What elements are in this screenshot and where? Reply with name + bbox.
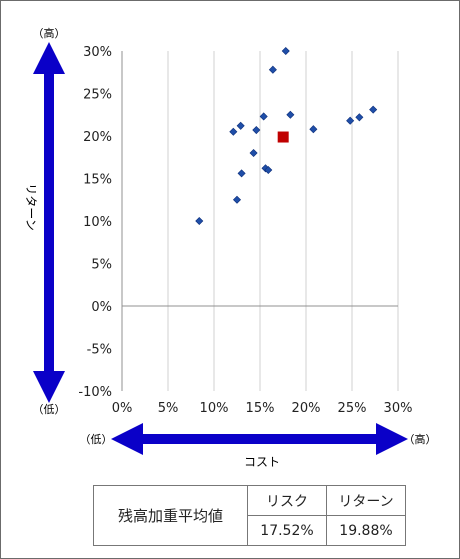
data-point xyxy=(236,121,245,130)
data-point xyxy=(249,148,258,158)
summary-row-label: 残高加重平均値 xyxy=(93,485,248,546)
data-point xyxy=(286,110,295,119)
data-point xyxy=(268,65,277,74)
data-point xyxy=(229,127,238,136)
x-tick-label: 10% xyxy=(200,401,229,416)
x-tick-label: 15% xyxy=(246,401,275,416)
data-point xyxy=(259,112,268,121)
data-point xyxy=(264,165,273,175)
x-low-label: （低） xyxy=(80,433,113,446)
grid-lines xyxy=(167,51,399,391)
x-tick-label: 20% xyxy=(292,401,321,416)
data-point xyxy=(281,46,290,56)
data-point xyxy=(232,195,242,204)
y-tick-label: 30% xyxy=(83,45,112,60)
y-tick-label: 20% xyxy=(83,130,112,145)
data-point xyxy=(346,116,355,125)
x-tick-label: 25% xyxy=(338,401,367,416)
data-point xyxy=(309,125,318,134)
x-high-label: （高） xyxy=(404,432,437,446)
y-tick-label: 10% xyxy=(83,215,112,230)
x-tick-label: 30% xyxy=(384,401,413,416)
data-point xyxy=(355,113,364,122)
axes xyxy=(121,51,398,391)
data-point xyxy=(237,169,246,178)
y-tick-label: 0% xyxy=(91,300,112,315)
data-points xyxy=(195,46,378,226)
y-tick-label: -10% xyxy=(78,385,112,400)
data-point xyxy=(195,216,204,226)
average-point xyxy=(277,131,289,143)
return-value: 19.88% xyxy=(326,515,406,546)
x-tick-label: 5% xyxy=(158,401,179,416)
y-low-label: （低） xyxy=(33,403,66,416)
scatter-chart: 0% 5% 10% 15% 20% 25% 30% -10% -5% 0% 5% 10% 15% 20% 2… xyxy=(24,26,437,469)
x-axis-title: コスト xyxy=(244,455,280,469)
y-tick-label: -5% xyxy=(87,343,112,358)
y-tick-label: 15% xyxy=(83,173,112,188)
summary-table: 残高加重平均値 リスク リターン 17.52% 19.88% xyxy=(93,485,406,546)
tick-labels: 0% 5% 10% 15% 20% 25% 30% -10% -5% 0% 5% 10% 15% 20% 2… xyxy=(78,45,412,416)
x-tick-label: 0% xyxy=(112,401,133,416)
risk-value: 17.52% xyxy=(247,515,327,546)
y-axis-title: リターン xyxy=(24,183,38,230)
y-tick-label: 25% xyxy=(83,88,112,103)
data-point xyxy=(252,126,261,135)
data-point xyxy=(369,105,378,114)
return-header: リターン xyxy=(326,485,406,516)
y-high-label: （高） xyxy=(33,26,66,40)
risk-header: リスク xyxy=(247,485,327,516)
y-tick-label: 5% xyxy=(91,258,112,273)
